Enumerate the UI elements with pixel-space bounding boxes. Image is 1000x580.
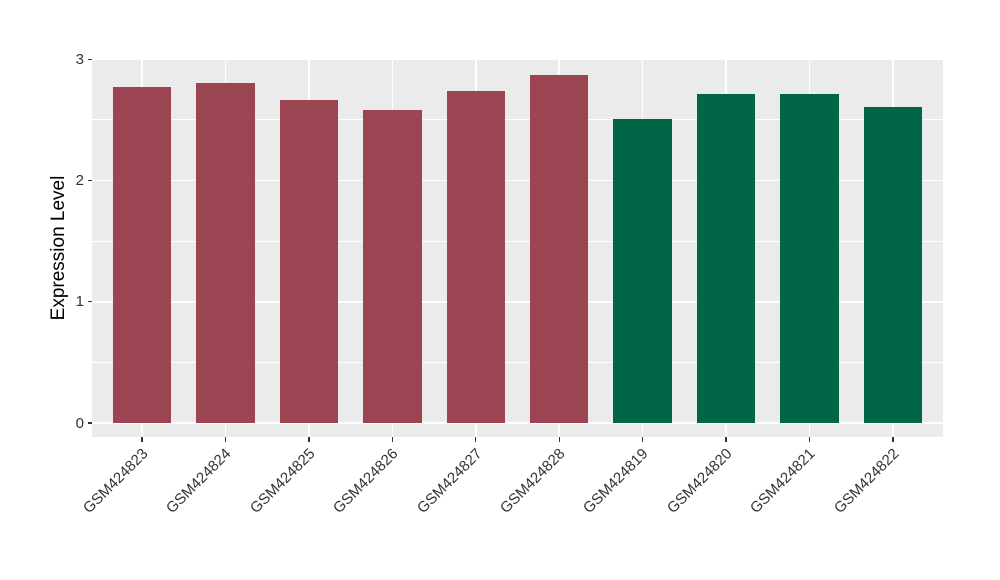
y-tick-mark — [87, 422, 92, 424]
x-tick-label: GSM424822 — [830, 445, 903, 517]
y-tick-label: 1 — [75, 293, 84, 311]
minor-gridline — [92, 362, 943, 363]
bar-GSM424822 — [863, 106, 923, 424]
x-tick-mark — [558, 437, 560, 442]
x-tick-label: GSM424823 — [79, 445, 152, 517]
bar-GSM424823 — [112, 87, 172, 424]
x-tick-mark — [725, 437, 727, 442]
x-tick-mark — [224, 437, 227, 442]
major-gridline — [92, 422, 943, 424]
bar-GSM424821 — [780, 94, 839, 424]
x-tick-mark — [141, 437, 143, 442]
y-tick-mark — [87, 179, 92, 182]
y-tick-label: 2 — [75, 171, 84, 189]
plot-panel — [92, 58, 943, 437]
y-tick-mark — [87, 58, 92, 60]
x-tick-label: GSM424819 — [580, 445, 652, 517]
bar-GSM424820 — [696, 94, 756, 424]
x-tick-label: GSM424827 — [413, 445, 486, 517]
x-tick-label: GSM424828 — [496, 445, 569, 517]
x-tick-label: GSM424821 — [747, 445, 819, 517]
x-tick-label: GSM424820 — [663, 445, 736, 517]
bar-GSM424828 — [530, 74, 589, 424]
y-tick-label: 0 — [75, 414, 84, 432]
bar-GSM424819 — [613, 118, 672, 424]
bar-GSM424825 — [279, 100, 339, 424]
major-gridline — [92, 58, 943, 60]
minor-gridline — [92, 119, 943, 121]
major-gridline — [92, 301, 943, 303]
major-gridline — [92, 179, 943, 182]
y-tick-label: 3 — [75, 50, 84, 68]
x-tick-label: GSM424824 — [163, 445, 235, 517]
x-tick-label: GSM424825 — [246, 445, 319, 517]
x-tick-mark — [892, 437, 894, 442]
y-tick-mark — [87, 301, 92, 303]
x-tick-mark — [308, 437, 310, 442]
bar-GSM424827 — [446, 90, 505, 424]
x-tick-mark — [808, 437, 811, 442]
bar-GSM424826 — [363, 110, 422, 424]
bar-GSM424824 — [196, 83, 255, 424]
minor-gridline — [92, 240, 943, 242]
x-tick-mark — [475, 437, 477, 442]
x-tick-label: GSM424826 — [330, 445, 402, 517]
x-tick-mark — [391, 437, 393, 442]
x-tick-mark — [641, 437, 644, 442]
